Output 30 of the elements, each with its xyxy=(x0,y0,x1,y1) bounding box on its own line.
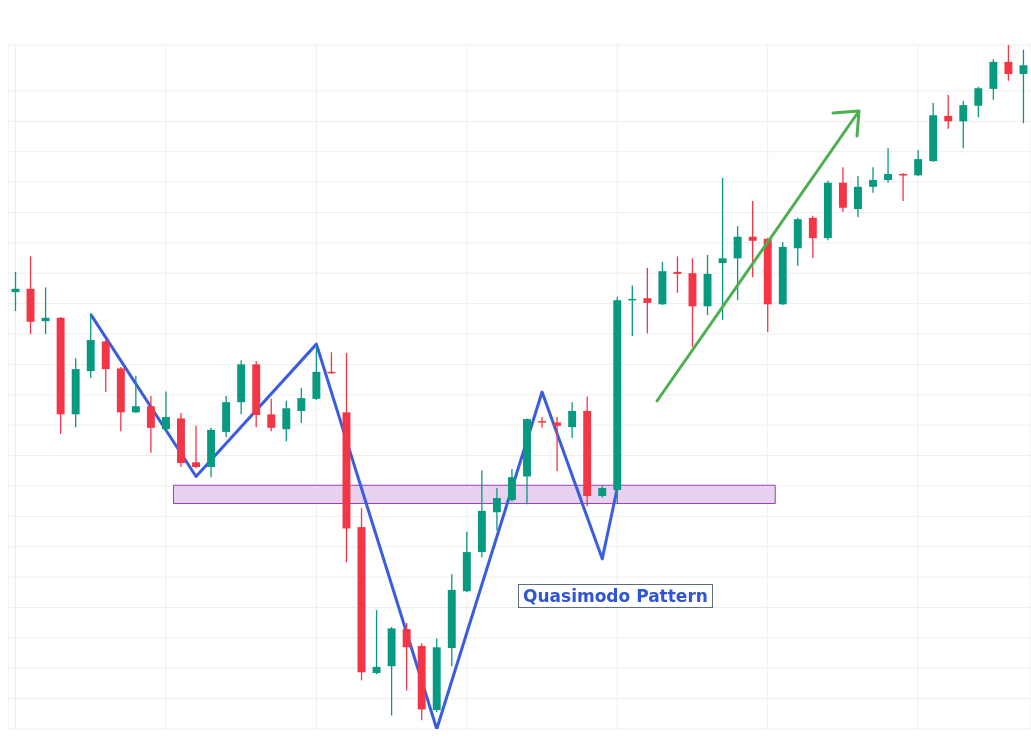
candlestick xyxy=(538,416,546,429)
candlestick xyxy=(1019,49,1028,124)
candlestick xyxy=(568,401,577,439)
candlestick xyxy=(161,390,170,431)
annotation: Quasimodo Pattern xyxy=(518,584,713,608)
candlestick xyxy=(643,267,652,334)
candlestick xyxy=(869,166,877,194)
candlestick xyxy=(282,400,291,443)
candlestick xyxy=(944,94,953,130)
candlestick xyxy=(1004,45,1013,82)
candlestick xyxy=(192,425,200,470)
candlestick xyxy=(131,375,140,414)
candlestick xyxy=(673,255,682,294)
candlestick xyxy=(733,225,742,301)
candlestick xyxy=(854,175,862,218)
candlestick xyxy=(297,387,306,424)
candlestick xyxy=(492,487,501,532)
candlestick xyxy=(914,149,923,177)
candlestick xyxy=(146,395,155,454)
candlestick xyxy=(718,177,727,321)
candlestick xyxy=(884,147,893,184)
candlestick xyxy=(267,398,276,432)
candlestick xyxy=(402,622,411,692)
candlestick xyxy=(959,100,968,149)
candlestick xyxy=(553,416,562,472)
candlestick xyxy=(974,86,983,118)
candlestick xyxy=(748,200,757,278)
candlestick xyxy=(508,468,516,503)
candlestick xyxy=(808,215,817,260)
candlestick xyxy=(372,609,381,675)
